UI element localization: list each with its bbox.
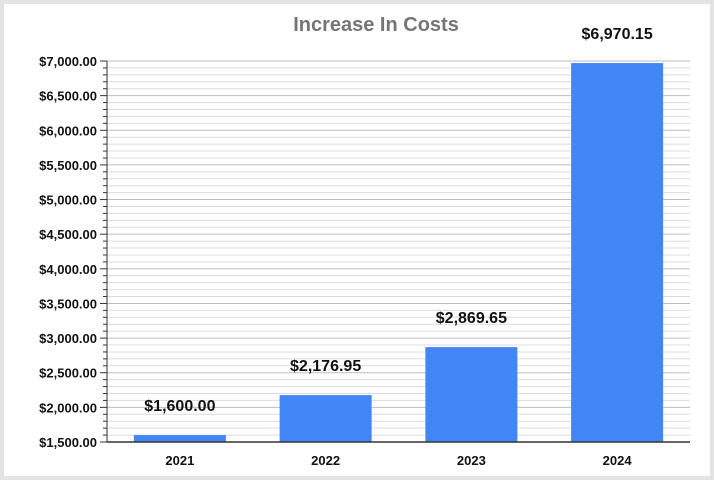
labels: $1,500.00 $2,000.00 $2,500.00 $3,000.00 $3,5… [39, 26, 653, 468]
data-label-2023: $2,869.65 [436, 310, 507, 327]
x-tick-label-2022: 2022 [311, 453, 340, 468]
bar-2024 [571, 63, 664, 443]
y-tick-label: $6,500.00 [39, 89, 97, 104]
y-tick-label: $6,000.00 [39, 123, 97, 138]
y-tick-label: $4,500.00 [39, 227, 97, 242]
y-tick-label: $7,000.00 [39, 54, 97, 69]
y-tick-label: $3,500.00 [39, 296, 97, 311]
data-label-2022: $2,176.95 [290, 358, 361, 375]
y-tick-label: $1,500.00 [39, 435, 97, 450]
bar-chart: Increase In Costs $1,500.00 $2,000.00 $2,5… [39, 14, 690, 468]
bar-2022 [279, 395, 372, 442]
y-tick-label: $5,000.00 [39, 193, 97, 208]
axes [100, 60, 690, 443]
x-tick-label-2023: 2023 [457, 453, 486, 468]
y-tick-label: $3,000.00 [39, 331, 97, 346]
data-label-2024: $6,970.15 [582, 26, 653, 43]
x-tick-label-2024: 2024 [603, 453, 633, 468]
y-tick-label: $2,500.00 [39, 366, 97, 381]
data-label-2021: $1,600.00 [144, 398, 215, 415]
bars [133, 63, 664, 443]
x-tick-label-2021: 2021 [165, 453, 194, 468]
y-tick-label: $4,000.00 [39, 262, 97, 277]
y-tick-label: $5,500.00 [39, 158, 97, 173]
bar-2023 [425, 347, 518, 442]
bar-2021 [133, 435, 226, 442]
chart-title: Increase In Costs [293, 14, 459, 36]
y-tick-label: $2,000.00 [39, 400, 97, 415]
